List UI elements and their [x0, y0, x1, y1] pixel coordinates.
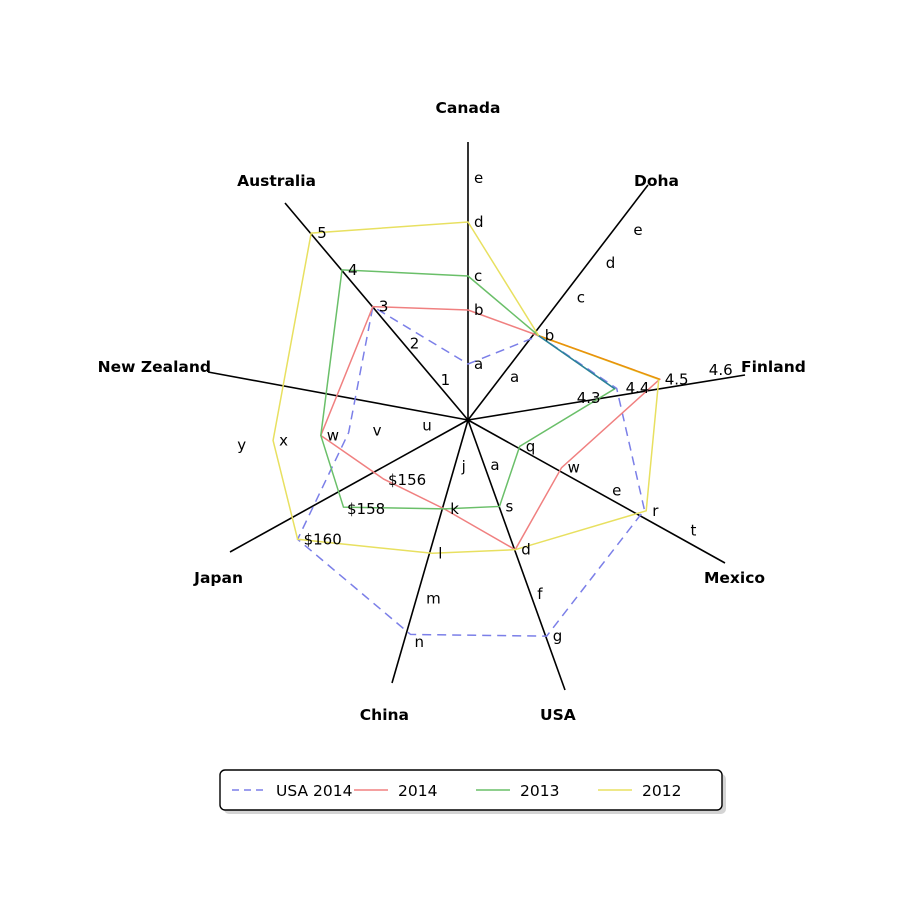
tick-label: 4 — [348, 261, 358, 279]
tick-label: c — [577, 288, 585, 306]
tick-label: d — [606, 254, 616, 272]
tick-label: b — [474, 301, 484, 319]
tick-label: l — [438, 544, 442, 562]
tick-label: $158 — [347, 500, 385, 518]
series-line-overlay-teal — [538, 335, 616, 390]
tick-label: y — [237, 436, 246, 454]
axis-spoke-china — [391, 419, 469, 684]
tick-label: 3 — [379, 298, 389, 316]
axis-label-mexico: Mexico — [704, 569, 765, 587]
axis-label-finland: Finland — [741, 358, 806, 376]
axis-spoke-japan — [229, 419, 469, 553]
tick-label: j — [461, 457, 466, 475]
series-line-2012 — [272, 221, 660, 555]
tick-label: m — [426, 590, 441, 608]
axis-spoke-usa — [467, 419, 566, 691]
tick-label: a — [474, 355, 483, 373]
axis-spoke-doha — [467, 184, 649, 421]
axis-label-doha: Doha — [634, 172, 679, 190]
tick-label: 4.4 — [626, 379, 650, 397]
tick-label: a — [510, 368, 519, 386]
tick-label: k — [450, 500, 459, 518]
tick-label: w — [327, 427, 339, 445]
axis-label-canada: Canada — [436, 99, 501, 117]
chart-legend[interactable]: USA 2014 2014 2013 2012 — [219, 769, 726, 814]
tick-label: $160 — [304, 530, 342, 548]
axis-spoke-mexico — [467, 419, 726, 564]
tick-label: 4.5 — [665, 371, 689, 389]
tick-label: x — [279, 432, 288, 450]
legend-label-usa-2014[interactable]: USA 2014 — [276, 782, 352, 800]
axis-label-japan: Japan — [193, 569, 243, 587]
tick-label: s — [506, 498, 514, 516]
tick-label: d — [474, 213, 484, 231]
tick-label: a — [490, 456, 499, 474]
tick-label: f — [537, 585, 543, 603]
tick-label: g — [553, 627, 563, 645]
tick-label: w — [568, 459, 580, 477]
tick-label: u — [422, 416, 432, 434]
axis-names-group: Canada Doha Finland Mexico USA China Japan New … — [98, 99, 806, 724]
legend-box — [219, 769, 723, 811]
tick-label: r — [652, 502, 659, 520]
axis-spoke-australia — [284, 202, 469, 421]
legend-label-2014[interactable]: 2014 — [398, 782, 437, 800]
axis-label-new-zealand: New Zealand — [98, 358, 211, 376]
tick-label: 2 — [410, 334, 420, 352]
tick-label: 1 — [441, 371, 451, 389]
tick-label: v — [373, 422, 382, 440]
axis-spoke-new-zealand — [207, 371, 469, 421]
axis-label-usa: USA — [540, 706, 576, 724]
tick-label: 4.6 — [709, 361, 733, 379]
tick-label: b — [545, 327, 555, 345]
legend-label-2012[interactable]: 2012 — [642, 782, 681, 800]
tick-label: c — [474, 267, 482, 285]
axis-label-china: China — [360, 706, 409, 724]
axis-label-australia: Australia — [237, 172, 316, 190]
tick-label: e — [612, 481, 621, 499]
series-line-overlay-orange — [538, 335, 660, 380]
tick-label: 4.3 — [577, 389, 601, 407]
axis-spoke-finland — [467, 374, 746, 421]
tick-label: 5 — [317, 224, 327, 242]
axis-lines-group — [207, 142, 746, 691]
tick-label: e — [633, 221, 642, 239]
legend-label-2013[interactable]: 2013 — [520, 782, 559, 800]
tick-label: t — [691, 521, 697, 539]
tick-label: d — [521, 541, 531, 559]
tick-label: $156 — [388, 471, 426, 489]
tick-label: e — [474, 169, 483, 187]
tick-label: n — [415, 633, 425, 651]
tick-label: q — [526, 437, 536, 455]
series-lines-group — [272, 221, 662, 637]
